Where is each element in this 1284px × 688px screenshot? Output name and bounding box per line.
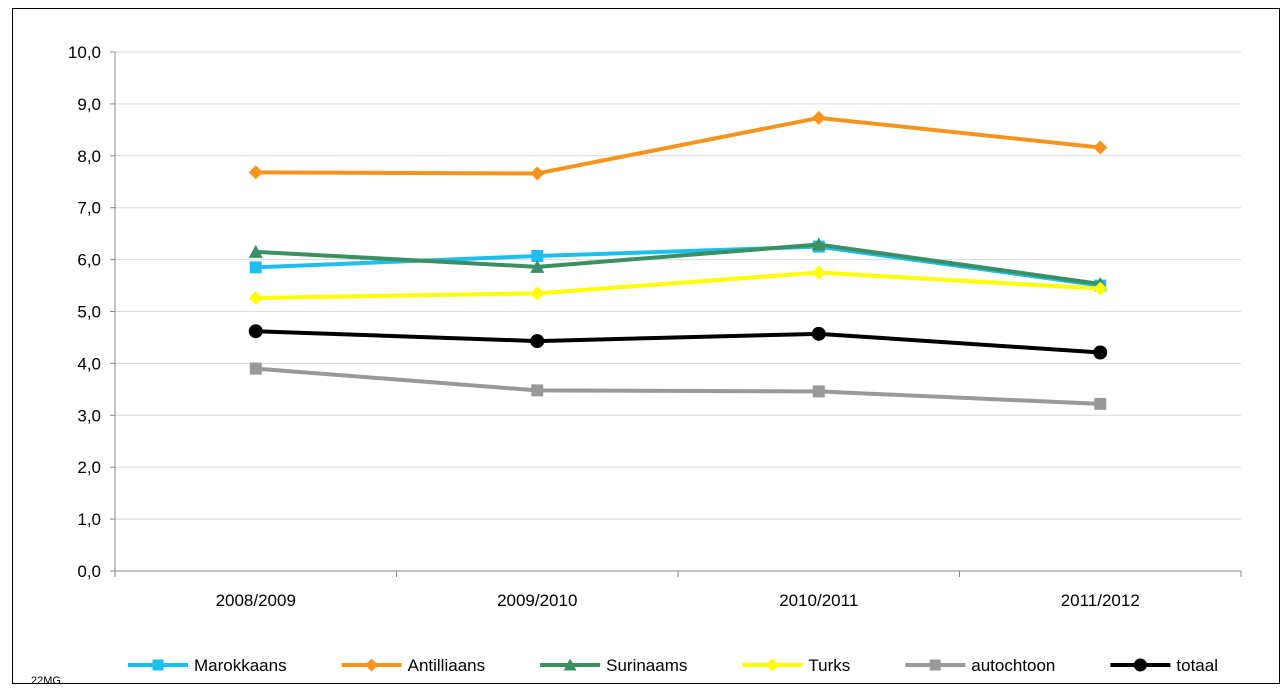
legend-label: Antilliaans [408, 656, 486, 675]
axes: 0,0 1,0 2,0 3,0 4,0 5,0 6,0 7,0 8,0 9,0 10,0 2008/2… [68, 43, 1242, 610]
y-tick-label: 1,0 [77, 510, 101, 529]
footnote-label: 22MG [31, 675, 61, 687]
data-point [248, 165, 263, 180]
data-point [531, 384, 544, 397]
x-tick-label: 2010/2011 [779, 591, 858, 610]
series-totaal [248, 324, 1108, 360]
x-tick-label: 2011/2012 [1061, 591, 1140, 610]
legend-item-totaal: totaal [1110, 656, 1218, 675]
data-point [530, 334, 545, 349]
data-point [248, 291, 263, 306]
data-point [530, 286, 545, 301]
y-tick-label: 2,0 [77, 458, 101, 477]
legend-item-turks: Turks [742, 656, 850, 675]
data-point [248, 244, 263, 258]
data-point [248, 324, 263, 339]
data-point [1093, 281, 1108, 296]
series-line [255, 242, 1101, 286]
x-tick-label: 2009/2010 [497, 591, 577, 610]
legend-label: Marokkaans [194, 656, 287, 675]
x-tick-label: 2008/2009 [216, 591, 296, 610]
data-point [812, 385, 825, 398]
y-tick-label: 4,0 [77, 354, 101, 373]
data-point [811, 110, 826, 125]
legend: Marokkaans Antilliaans Surinaams Turks autoc… [128, 656, 1218, 675]
series-line [255, 270, 1101, 301]
data-point [811, 265, 826, 280]
legend-swatch-marker [765, 658, 779, 672]
y-tick-label: 3,0 [77, 406, 101, 425]
data-point [249, 261, 262, 274]
legend-swatch-marker [1133, 658, 1147, 672]
series-line [255, 115, 1101, 176]
legend-swatch-marker [152, 659, 164, 671]
series-line [255, 329, 1101, 355]
data-point [530, 259, 545, 273]
legend-swatch-marker [365, 658, 379, 672]
legend-label: Turks [808, 656, 850, 675]
data-point [530, 166, 545, 181]
y-tick-label: 9,0 [77, 95, 101, 114]
y-tick-label: 5,0 [77, 303, 101, 322]
series-antilliaans [248, 110, 1108, 181]
data-point [1094, 397, 1107, 410]
data-point [1093, 345, 1108, 360]
legend-swatch-marker [929, 659, 941, 671]
legend-item-surinaams: Surinaams [540, 656, 687, 675]
legend-label: totaal [1176, 656, 1218, 675]
y-tick-label: 8,0 [77, 147, 101, 166]
legend-item-autochtoon: autochtoon [905, 656, 1055, 675]
y-tick-label: 10,0 [68, 43, 101, 62]
legend-item-antilliaans: Antilliaans [341, 656, 486, 675]
data-point [1093, 140, 1108, 155]
legend-item-marokkaans: Marokkaans [128, 656, 287, 675]
gridlines [115, 51, 1241, 520]
legend-label: Surinaams [606, 656, 687, 675]
data-point [249, 362, 262, 375]
series-autochtoon [249, 362, 1107, 410]
series-line [255, 366, 1101, 406]
data-point [811, 326, 826, 341]
legend-swatch-marker [563, 658, 577, 671]
series-group [248, 110, 1108, 410]
series-turks [248, 265, 1108, 306]
legend-label: autochtoon [971, 656, 1055, 675]
data-point [531, 249, 544, 262]
y-tick-label: 7,0 [77, 199, 101, 218]
chart-frame [12, 8, 1280, 684]
y-tick-label: 0,0 [77, 562, 101, 581]
y-tick-label: 6,0 [77, 251, 101, 270]
data-point [811, 237, 826, 251]
